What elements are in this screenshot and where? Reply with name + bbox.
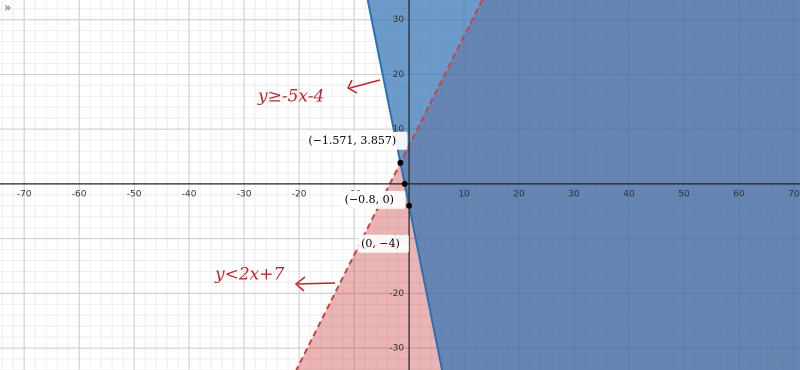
x-tick-label: 40 [623, 189, 635, 199]
arrow [294, 276, 336, 292]
point [406, 202, 413, 209]
annotation: y<2x+7 [214, 265, 284, 285]
y-tick-label: 30 [393, 15, 405, 25]
point-label: (−1.571, 3.857) [308, 134, 396, 147]
label-bg [305, 131, 408, 150]
points: (−1.571, 3.857) (−0.8, 0) (0, −4) [305, 131, 413, 253]
y-tick-label: -20 [389, 289, 404, 299]
label-bg [358, 234, 409, 253]
x-tick-label: 70 [788, 189, 800, 199]
point-label: (−0.8, 0) [345, 193, 394, 206]
point [401, 180, 408, 187]
x-tick-label: -60 [72, 189, 87, 199]
y-tick-label: 20 [393, 70, 405, 80]
x-tick-label: -30 [237, 189, 252, 199]
x-tick-label: -50 [127, 189, 142, 199]
x-tick-label: -20 [292, 189, 307, 199]
x-tick-label: 20 [513, 189, 525, 199]
point [397, 159, 404, 166]
boundary-line [295, 0, 484, 370]
watermark: desmos [770, 354, 800, 364]
arrow [347, 79, 381, 94]
x-tick-label: 30 [568, 189, 580, 199]
y-tick-label: -30 [389, 344, 404, 354]
x-tick-label: -70 [17, 189, 32, 199]
y-tick-label: 10 [393, 125, 405, 135]
expand-icon[interactable]: » [4, 1, 11, 15]
label-bg [341, 190, 406, 209]
x-tick-label: -40 [182, 189, 197, 199]
point-label: (0, −4) [361, 237, 400, 250]
region [367, 0, 800, 370]
x-tick-label: 50 [678, 189, 690, 199]
regions [296, 0, 800, 370]
x-tick-label: 10 [458, 189, 470, 199]
x-tick-label: 60 [733, 189, 745, 199]
annotation: y≥-5x-4 [257, 87, 324, 107]
